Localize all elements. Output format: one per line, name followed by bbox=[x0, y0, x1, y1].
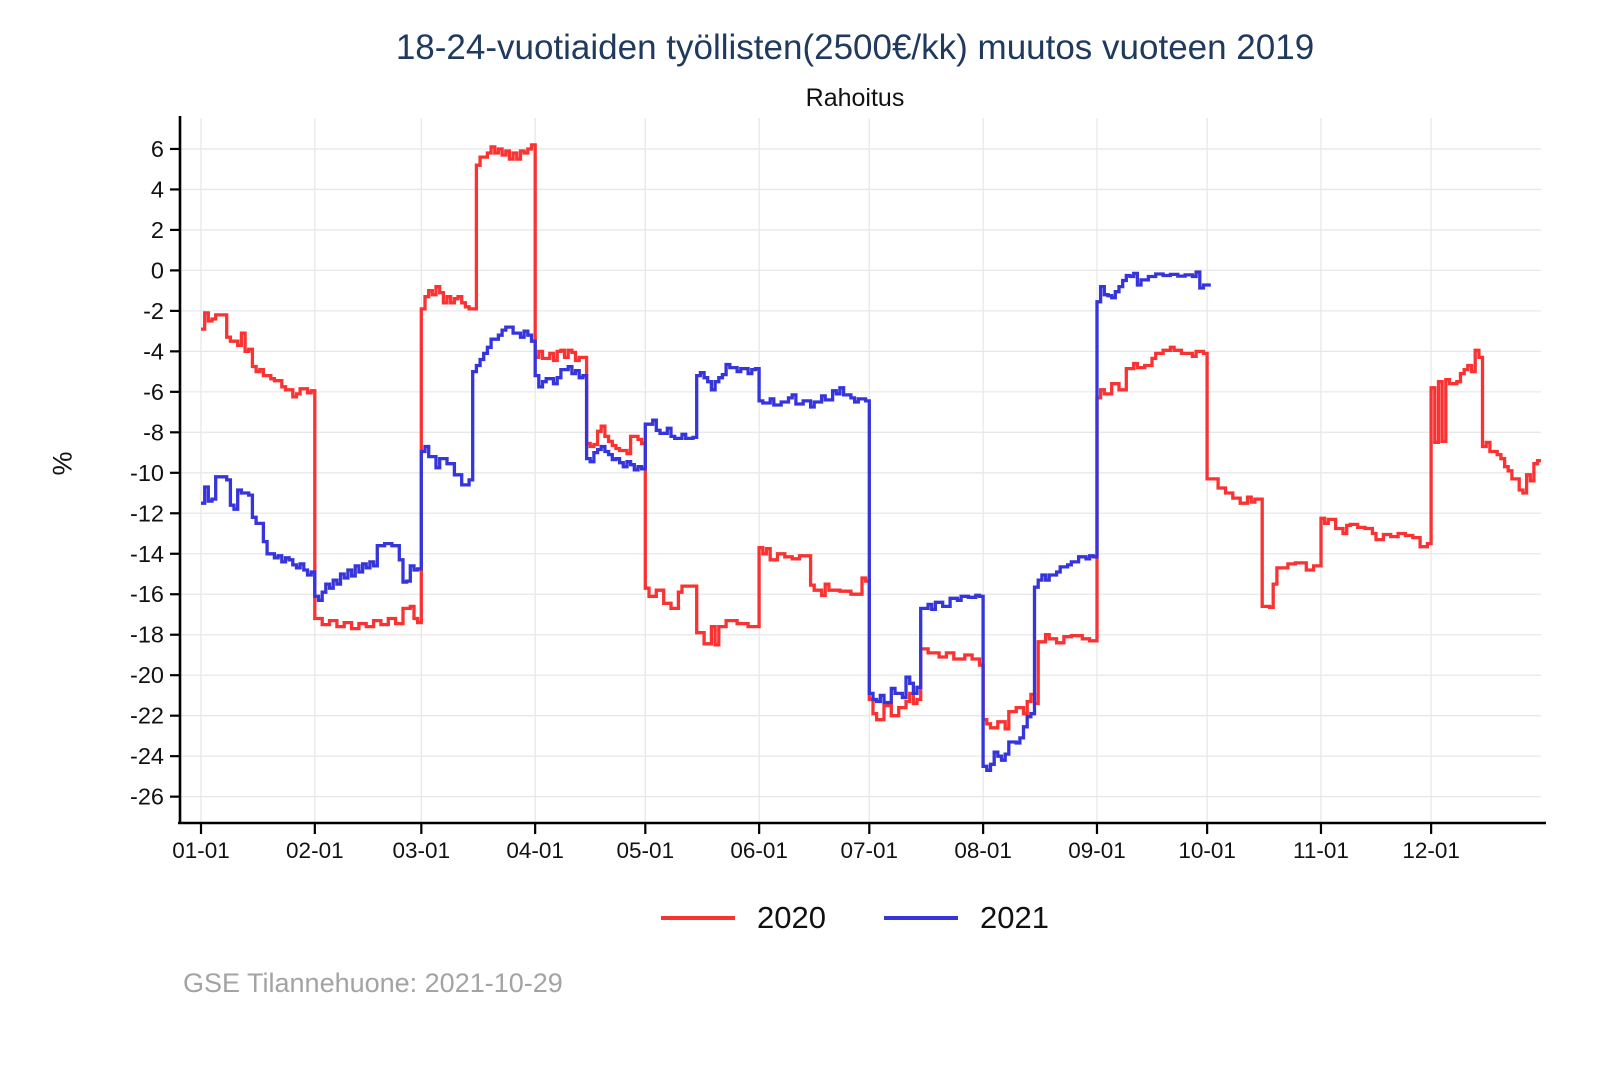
y-tick-label: 4 bbox=[151, 176, 164, 202]
x-tick-label: 12-01 bbox=[1402, 838, 1460, 863]
y-tick-label: -4 bbox=[143, 338, 164, 364]
legend: 2020 2021 bbox=[110, 900, 1600, 936]
y-tick-label: -22 bbox=[130, 703, 164, 729]
legend-label-2021: 2021 bbox=[980, 900, 1049, 935]
legend-swatch-2021 bbox=[884, 916, 958, 920]
legend-swatch-2020 bbox=[661, 916, 736, 920]
legend-label-2020: 2020 bbox=[757, 900, 826, 935]
series-line-2020 bbox=[201, 143, 1541, 731]
page-title: 18-24-vuotiaiden työllisten(2500€/kk) mu… bbox=[395, 28, 1315, 67]
legend-item-2020: 2020 bbox=[661, 900, 826, 936]
x-tick-label: 05-01 bbox=[617, 838, 675, 863]
y-tick-label: -26 bbox=[130, 784, 164, 810]
y-tick-label: -16 bbox=[130, 581, 164, 607]
y-tick-label: -24 bbox=[130, 743, 164, 769]
chart-subtitle: Rahoitus bbox=[805, 84, 905, 112]
x-tick-label: 09-01 bbox=[1068, 838, 1126, 863]
y-tick-label: 2 bbox=[151, 217, 164, 243]
x-tick-label: 04-01 bbox=[506, 838, 564, 863]
x-tick-label: 02-01 bbox=[286, 838, 344, 863]
x-tick-label: 01-01 bbox=[172, 838, 230, 863]
y-tick-label: -18 bbox=[130, 622, 164, 648]
series-line-2021 bbox=[201, 270, 1211, 772]
x-tick-label: 08-01 bbox=[954, 838, 1012, 863]
y-tick-label: -14 bbox=[130, 541, 164, 567]
x-tick-label: 03-01 bbox=[393, 838, 451, 863]
y-tick-label: -6 bbox=[143, 379, 164, 405]
x-tick-label: 10-01 bbox=[1178, 838, 1236, 863]
x-tick-label: 07-01 bbox=[841, 838, 899, 863]
x-tick-label: 11-01 bbox=[1293, 838, 1349, 863]
y-tick-label: -2 bbox=[143, 298, 164, 324]
y-tick-label: -8 bbox=[143, 419, 164, 445]
source-note: GSE Tilannehuone: 2021-10-29 bbox=[183, 968, 563, 998]
y-tick-label: -20 bbox=[130, 662, 164, 688]
legend-item-2021: 2021 bbox=[884, 900, 1049, 936]
y-tick-label: 0 bbox=[151, 257, 164, 283]
y-tick-label: 6 bbox=[151, 136, 164, 162]
x-tick-label: 06-01 bbox=[730, 838, 788, 863]
y-tick-label: -12 bbox=[130, 500, 164, 526]
y-tick-label: -10 bbox=[130, 460, 164, 486]
